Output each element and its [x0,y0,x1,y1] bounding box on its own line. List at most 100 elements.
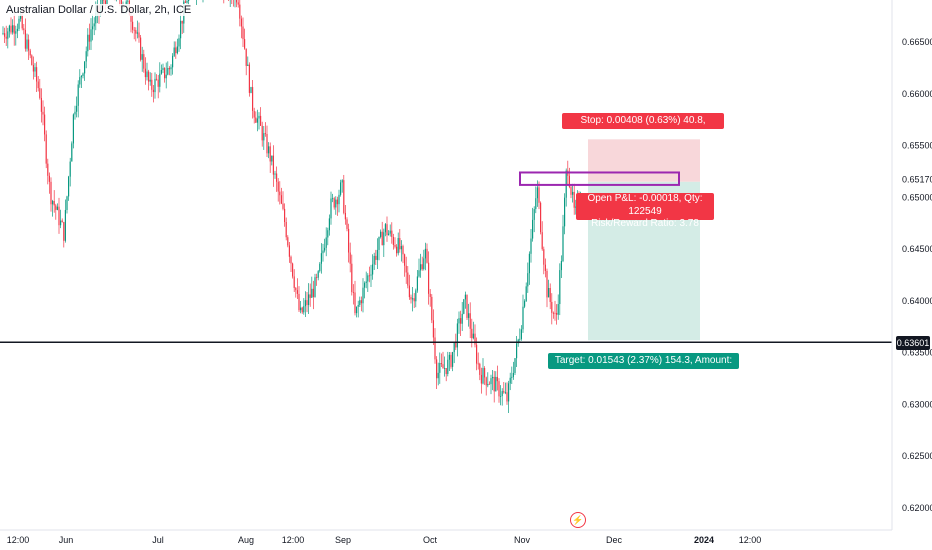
candle-body [524,301,526,307]
candle-body [349,252,351,264]
candle-body [95,12,97,24]
candle-body [540,202,542,233]
candle-body [564,197,566,227]
candle-body [2,33,4,35]
candle-body [509,377,511,384]
candle-body [20,14,22,19]
price-tick-label: 0.63500 [902,348,932,358]
candle-body [551,301,553,313]
candle-body [392,236,394,245]
candle-body [290,256,292,264]
candle-body [268,146,270,154]
candle-body [344,212,346,220]
candle-body [4,33,6,37]
candle-body [384,224,386,233]
candle-body [253,110,255,118]
candle-body [87,34,89,52]
candle-body [511,376,513,378]
price-tick-label: 0.66000 [902,89,932,99]
candle-body [18,18,20,29]
resistance-zone-box[interactable] [519,171,680,186]
stop-zone [588,139,700,182]
candle-body [168,68,170,70]
candle-body [120,0,122,8]
candle-body [444,368,446,369]
candle-body [165,74,167,79]
candle-body [512,372,514,377]
candle-body [381,231,383,246]
candle-body [250,87,252,93]
candle-body [357,304,359,307]
candle-body [79,77,81,85]
candle-body [244,39,246,49]
candle-body [520,329,522,339]
candle-body [500,396,502,397]
candle-body [394,244,396,247]
candle-body [472,333,474,339]
candle-body [570,186,572,195]
candle-body [72,114,74,144]
candle-body [485,377,487,386]
candle-body [332,198,334,200]
candle-body [101,0,103,6]
candle-body [453,341,455,353]
candle-body [240,18,242,27]
candle-body [325,237,327,248]
candle-body [55,205,57,210]
candle-body [549,288,551,302]
candle-body [68,176,70,197]
candle-body [103,0,105,1]
candle-body [533,209,535,220]
candle-body [495,376,497,392]
candle-body [352,292,354,293]
candle-body [324,247,326,251]
stop-label: Stop: 0.00408 (0.63%) 40.8, Amount: 990 [562,113,724,142]
candle-body [429,293,431,297]
price-tick-label: 0.62000 [902,503,932,513]
candle-body [23,28,25,30]
risk-reward-line: Risk/Reward Ratio: 3.78 [591,218,699,229]
candle-body [5,36,7,39]
candle-body [388,233,390,236]
candle-body [448,354,450,360]
candle-body [338,194,340,205]
candle-body [426,248,428,263]
candle-body [412,298,414,300]
candle-body [61,220,63,223]
candle-body [288,245,290,257]
candle-body [104,0,106,5]
candle-body [535,198,537,210]
candle-body [504,392,506,394]
candle-body [378,236,380,250]
candle-body [148,71,150,82]
current-price-tag: 0.63601 [896,336,930,350]
candle-body [76,105,78,112]
candle-body [399,238,401,250]
candle-body [372,264,374,275]
candle-body [348,228,350,253]
candle-body [266,133,268,154]
candle-body [256,118,258,123]
candle-body [276,173,278,182]
candle-body [506,392,508,402]
candle-body [557,304,559,315]
candle-body [487,383,489,386]
candle-body [53,200,55,206]
candle-body [252,87,254,111]
candle-body [172,55,174,68]
candle-body [127,0,129,2]
pnl-line: Open P&L: -0.00018, Qty: 122549 [587,193,703,217]
candle-body [32,64,34,72]
candle-body [60,220,62,226]
candle-body [295,287,297,291]
candle-body [480,374,482,384]
candle-body [455,341,457,348]
lightning-icon[interactable]: ⚡ [570,512,586,528]
candle-body [424,248,426,259]
candle-body [431,296,433,321]
candle-body [152,89,154,93]
candle-body [258,115,260,119]
candle-body [146,71,148,78]
candle-body [180,20,182,39]
